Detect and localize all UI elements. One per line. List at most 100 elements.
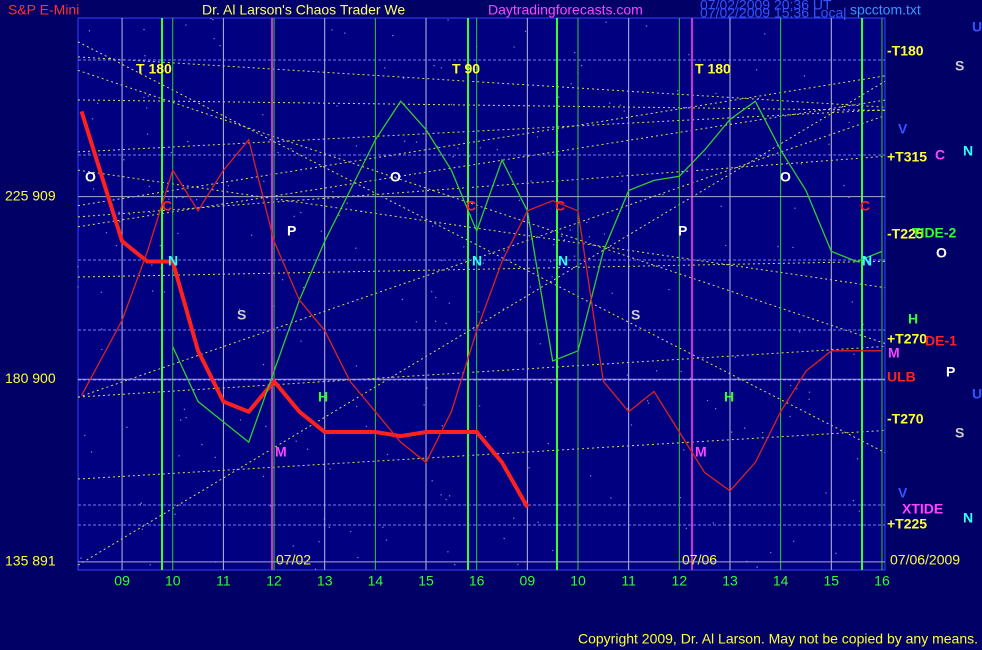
star — [292, 545, 294, 547]
annotation: O — [780, 169, 791, 185]
star — [539, 343, 542, 345]
annotation: M — [695, 444, 707, 460]
star — [645, 25, 648, 27]
annotation: P — [946, 364, 955, 380]
annotation: M — [275, 444, 287, 460]
annotation: S — [955, 425, 964, 441]
star — [552, 244, 555, 246]
annotation: H — [724, 389, 734, 405]
star — [518, 199, 521, 202]
star — [159, 245, 161, 247]
annotation: N — [862, 253, 872, 269]
star — [262, 114, 264, 116]
star — [513, 517, 515, 519]
star — [355, 365, 358, 367]
star — [328, 526, 331, 528]
y-tick-label: 225 909 — [5, 187, 56, 203]
annotation: N — [963, 510, 973, 526]
star — [530, 180, 532, 182]
star — [761, 431, 764, 434]
star — [163, 291, 166, 293]
x-tick-label: 09 — [114, 573, 130, 589]
series-line — [80, 138, 882, 492]
star — [129, 213, 131, 216]
star — [175, 197, 178, 199]
star — [793, 540, 795, 542]
annotation: -T270 — [887, 411, 924, 427]
star — [357, 556, 359, 559]
star — [777, 245, 779, 248]
star — [152, 290, 154, 292]
star — [346, 202, 348, 204]
star — [263, 180, 265, 183]
star — [680, 370, 682, 373]
star — [448, 495, 451, 497]
star — [320, 230, 323, 232]
star — [608, 102, 611, 104]
star — [431, 480, 433, 482]
star — [662, 193, 664, 196]
star — [770, 551, 772, 554]
annotation: ULB — [887, 369, 916, 385]
star — [445, 498, 447, 501]
x-tick-label: 12 — [672, 573, 688, 589]
star — [401, 298, 404, 301]
star — [573, 255, 576, 257]
annotation: -T180 — [887, 43, 924, 59]
star — [503, 537, 505, 540]
star — [706, 399, 709, 402]
star — [574, 52, 576, 54]
star — [440, 494, 442, 496]
star — [392, 34, 394, 37]
star — [151, 264, 153, 266]
star — [764, 33, 766, 35]
star — [586, 221, 588, 224]
star — [623, 110, 625, 112]
star — [695, 63, 697, 65]
x-tick-label: 12 — [266, 573, 282, 589]
star — [851, 301, 854, 303]
star — [503, 249, 505, 252]
star — [119, 220, 121, 223]
decoration — [77, 17, 886, 570]
star — [250, 234, 253, 236]
star — [647, 402, 650, 404]
star — [382, 526, 384, 528]
star — [734, 356, 736, 358]
star — [757, 97, 760, 100]
star — [808, 398, 810, 401]
site: Daytradingforecasts.com — [488, 2, 643, 18]
series-line — [79, 110, 530, 509]
star — [473, 68, 476, 71]
star — [743, 427, 746, 429]
star — [550, 382, 552, 384]
star — [314, 568, 317, 570]
file-name: spcctom.txt — [850, 2, 921, 18]
symbol: S&P E-Mini — [8, 2, 79, 18]
star — [676, 90, 679, 92]
star — [605, 21, 607, 23]
star — [262, 363, 265, 366]
star — [88, 152, 90, 155]
star — [295, 440, 297, 442]
star — [306, 448, 309, 450]
star — [794, 207, 796, 209]
star — [619, 104, 621, 106]
star — [148, 185, 150, 188]
star — [853, 353, 855, 355]
star — [331, 29, 333, 31]
annotation: H — [908, 311, 918, 327]
star — [92, 188, 95, 190]
star — [828, 143, 830, 145]
star — [384, 67, 386, 69]
star — [646, 400, 649, 402]
x-tick-label: 13 — [722, 573, 738, 589]
x-tick-label: 11 — [216, 573, 231, 589]
annotation: C — [162, 198, 172, 214]
annotation: U — [972, 19, 982, 35]
diagonal — [77, 41, 886, 454]
star — [265, 425, 267, 428]
star — [290, 147, 292, 150]
annotation: +T315 — [887, 149, 927, 165]
star — [452, 156, 454, 158]
